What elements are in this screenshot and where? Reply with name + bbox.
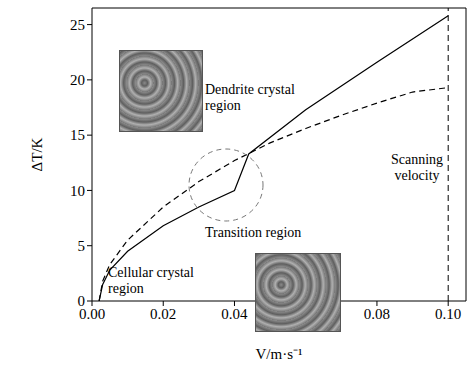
svg-text:0.10: 0.10 [435, 306, 461, 322]
svg-text:25: 25 [70, 17, 85, 33]
svg-text:15: 15 [70, 127, 85, 143]
svg-text:V/m·s⁻¹: V/m·s⁻¹ [256, 346, 303, 362]
svg-text:ΔT/K: ΔT/K [29, 137, 45, 171]
html-text:Transition region: Transition region [205, 225, 302, 240]
svg-text:0.02: 0.02 [150, 306, 176, 322]
svg-text:0.04: 0.04 [221, 306, 248, 322]
svg-text:10: 10 [70, 183, 85, 199]
html-text:Scanning velocity: Scanning velocity [390, 152, 443, 183]
svg-text:5: 5 [78, 238, 86, 254]
svg-text:0.00: 0.00 [78, 305, 106, 322]
svg-text:0.08: 0.08 [364, 306, 390, 322]
svg-text:20: 20 [70, 72, 85, 88]
html-text:Dendrite crystal region: Dendrite crystal region [205, 82, 295, 113]
html-text:Cellular crystal region: Cellular crystal region [108, 265, 194, 296]
svg-text:0: 0 [78, 293, 86, 309]
